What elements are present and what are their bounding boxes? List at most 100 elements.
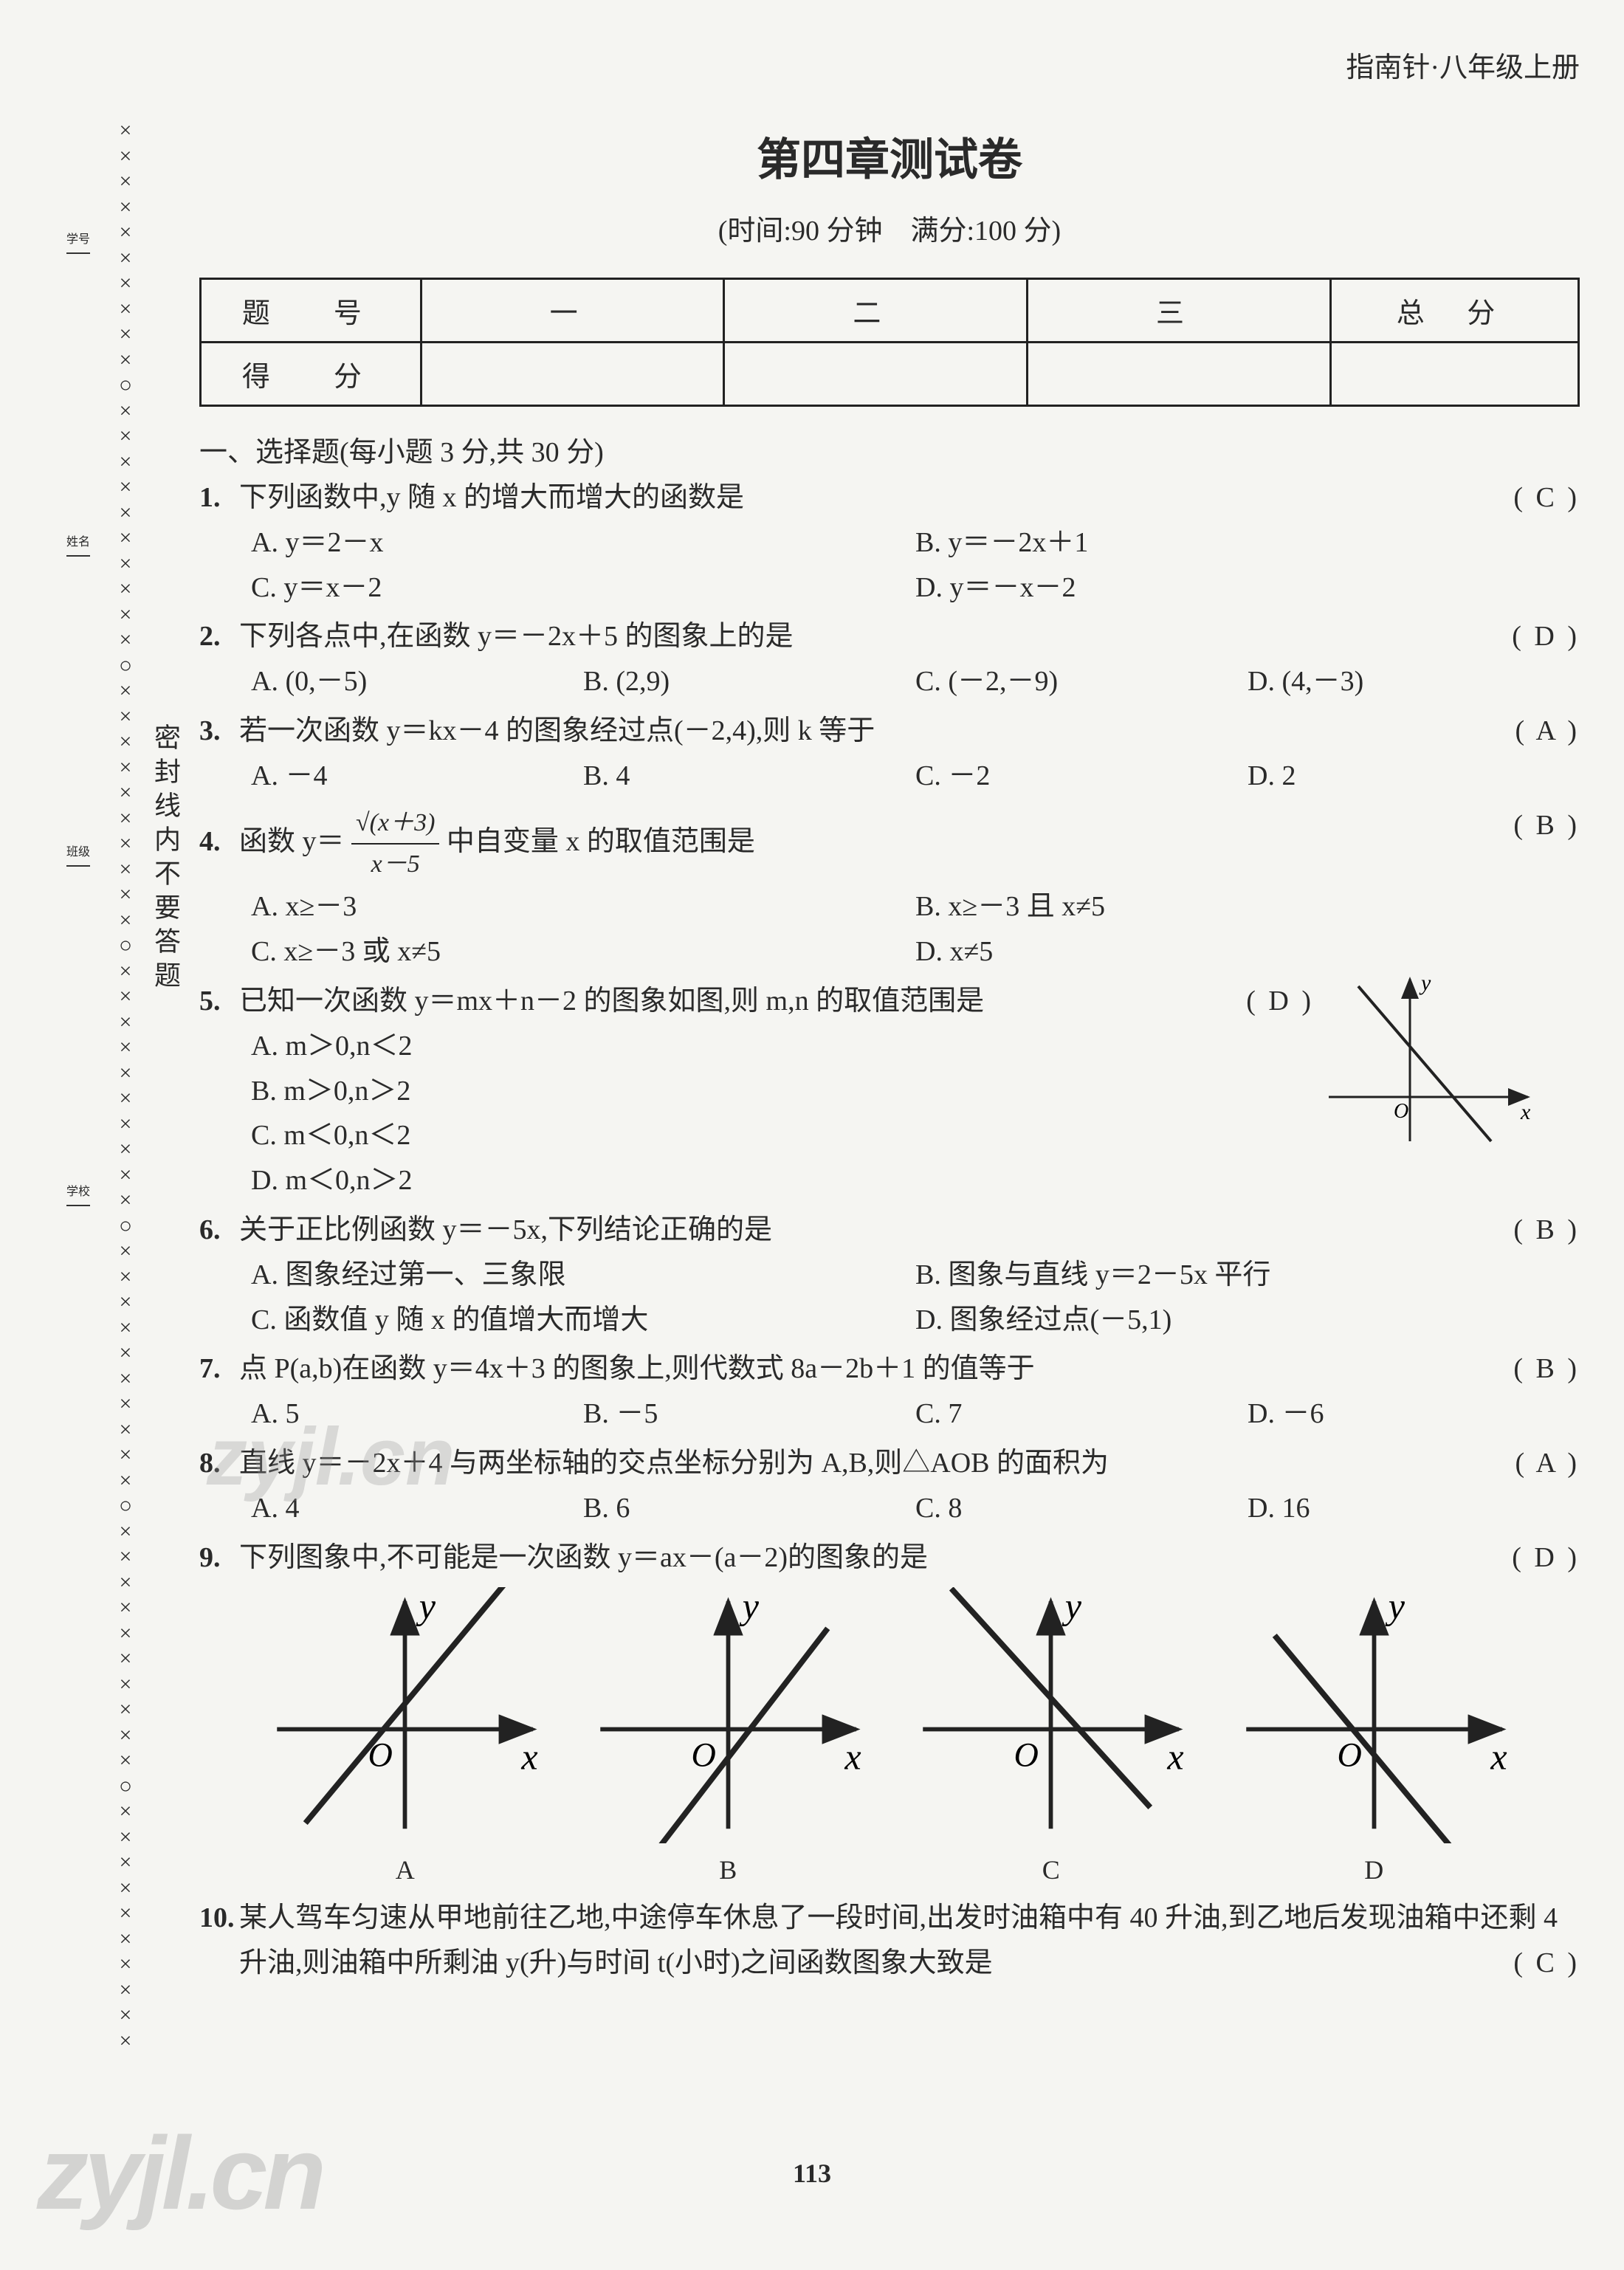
- option-a: A. m＞0,n＜2: [251, 1024, 1343, 1069]
- svg-text:O: O: [1014, 1736, 1039, 1774]
- y-label: y: [1419, 971, 1431, 995]
- option-b: B. y＝－2x＋1: [915, 520, 1580, 565]
- q-stem: 点 P(a,b)在函数 y＝4x＋3 的图象上,则代数式 8a－2b＋1 的值等…: [239, 1346, 1580, 1392]
- watermark-icon: zyjl.cn: [37, 2113, 322, 2233]
- option-b: B. x≥－3 且 x≠5: [915, 884, 1580, 929]
- svg-text:y: y: [739, 1587, 760, 1626]
- option-c: C. (－2,－9): [915, 659, 1248, 704]
- svg-text:y: y: [1385, 1587, 1405, 1626]
- book-header: 指南针·八年级上册: [1346, 44, 1580, 85]
- x-label: x: [1520, 1100, 1531, 1124]
- option-b: B. 图象与直线 y＝2－5x 平行: [915, 1253, 1580, 1298]
- q-number: 1.: [199, 475, 239, 520]
- q-stem: 函数 y＝ √(x＋3) x－5 中自变量 x 的取值范围是 ( B ): [239, 803, 1580, 885]
- answer-slot: ( B ): [1513, 1208, 1580, 1253]
- cut-line: ××××××××××○××××××××××○××××××××××○×××××××…: [111, 118, 140, 2108]
- q-number: 7.: [199, 1346, 239, 1392]
- td-score-label: 得 分: [201, 343, 422, 406]
- option-d: D. 2: [1248, 754, 1580, 799]
- svg-text:O: O: [368, 1736, 393, 1774]
- td-blank: [1330, 343, 1578, 406]
- question-2: 2. 下列各点中,在函数 y＝－2x＋5 的图象上的是 ( D ) A. (0,…: [199, 614, 1580, 704]
- question-10: 10. 某人驾车匀速从甲地前往乙地,中途停车休息了一段时间,出发时油箱中有 40…: [199, 1896, 1580, 1986]
- question-6: 6. 关于正比例函数 y＝－5x,下列结论正确的是 ( B ) A. 图象经过第…: [199, 1208, 1580, 1342]
- option-c: C. y＝x－2: [251, 565, 915, 611]
- answer-slot: ( B ): [1513, 803, 1580, 848]
- td-blank: [421, 343, 724, 406]
- answer-slot: ( A ): [1515, 709, 1580, 754]
- svg-text:y: y: [1062, 1587, 1082, 1626]
- q-stem: 关于正比例函数 y＝－5x,下列结论正确的是 ( B ): [239, 1208, 1580, 1253]
- option-d: D. (4,－3): [1248, 659, 1580, 704]
- q-number: 6.: [199, 1208, 239, 1253]
- q9-graph-b: x y O B: [586, 1587, 870, 1891]
- table-row: 得 分: [201, 343, 1579, 406]
- option-c: C. 8: [915, 1486, 1248, 1531]
- q-stem: 若一次函数 y＝kx－4 的图象经过点(－2,4),则 k 等于 ( A ): [239, 709, 1580, 754]
- option-c: C. 函数值 y 随 x 的值增大而增大: [251, 1298, 915, 1343]
- option-a: A. 图象经过第一、三象限: [251, 1253, 915, 1298]
- chapter-title: 第四章测试卷: [199, 124, 1580, 188]
- q-number: 10.: [199, 1896, 239, 1941]
- q-stem-pre: 函数 y＝: [239, 826, 345, 857]
- option-b: B. 6: [583, 1486, 915, 1531]
- question-1: 1. 下列函数中,y 随 x 的增大而增大的函数是 ( C ) A. y＝2－x…: [199, 475, 1580, 610]
- side-label-id: 学号: [66, 229, 90, 254]
- option-a: A. (0,－5): [251, 659, 583, 704]
- svg-text:y: y: [416, 1587, 436, 1626]
- option-c: C. x≥－3 或 x≠5: [251, 929, 915, 974]
- fraction: √(x＋3) x－5: [351, 803, 439, 885]
- q-stem: 某人驾车匀速从甲地前往乙地,中途停车休息了一段时间,出发时油箱中有 40 升油,…: [239, 1896, 1580, 1986]
- q-stem-text: 点 P(a,b)在函数 y＝4x＋3 的图象上,则代数式 8a－2b＋1 的值等…: [239, 1353, 1035, 1384]
- q-stem-text: 某人驾车匀速从甲地前往乙地,中途停车休息了一段时间,出发时油箱中有 40 升油,…: [239, 1902, 1558, 1978]
- th-one: 一: [421, 279, 724, 343]
- svg-text:x: x: [1167, 1736, 1184, 1778]
- exam-info: (时间:90 分钟 满分:100 分): [199, 207, 1580, 248]
- option-c: C. m＜0,n＜2: [251, 1113, 1343, 1158]
- answer-slot: ( D ): [1512, 614, 1580, 659]
- table-row: 题 号 一 二 三 总 分: [201, 279, 1579, 343]
- options: A. －4 B. 4 C. －2 D. 2: [251, 754, 1580, 799]
- q9-graph-d: x y O D: [1232, 1587, 1516, 1891]
- options: A. m＞0,n＜2 B. m＞0,n＞2 C. m＜0,n＜2 D. m＜0,…: [251, 1024, 1343, 1203]
- option-d: D. 图象经过点(－5,1): [915, 1298, 1580, 1343]
- frac-num: √(x＋3): [351, 803, 439, 845]
- svg-text:O: O: [691, 1736, 715, 1774]
- answer-slot: ( D ): [1512, 1535, 1580, 1581]
- page-number: 113: [793, 2158, 831, 2189]
- section-title: 一、选择题(每小题 3 分,共 30 分): [199, 429, 1580, 470]
- q-stem: 下列各点中,在函数 y＝－2x＋5 的图象上的是 ( D ): [239, 614, 1580, 659]
- option-b: B. 4: [583, 754, 915, 799]
- side-label-school: 学校: [66, 1181, 90, 1206]
- option-b: B. －5: [583, 1392, 915, 1437]
- q-number: 9.: [199, 1535, 239, 1581]
- option-d: D. －6: [1248, 1392, 1580, 1437]
- option-a: A. x≥－3: [251, 884, 915, 929]
- answer-slot: ( A ): [1515, 1441, 1580, 1486]
- q-stem-post: 中自变量 x 的取值范围是: [447, 826, 755, 857]
- answer-slot: ( C ): [1513, 1941, 1580, 1986]
- q-stem-text: 下列函数中,y 随 x 的增大而增大的函数是: [239, 482, 744, 513]
- content: 第四章测试卷 (时间:90 分钟 满分:100 分) 题 号 一 二 三 总 分…: [199, 111, 1580, 1990]
- option-d: D. m＜0,n＞2: [251, 1158, 1343, 1203]
- q-number: 3.: [199, 709, 239, 754]
- question-9: 9. 下列图象中,不可能是一次函数 y＝ax－(a－2)的图象的是 ( D ) …: [199, 1535, 1580, 1892]
- th-two: 二: [724, 279, 1028, 343]
- q-number: 2.: [199, 614, 239, 659]
- q9-graph-a: x y O A: [263, 1587, 547, 1891]
- options: A. y＝2－x B. y＝－2x＋1 C. y＝x－2 D. y＝－x－2: [251, 520, 1580, 611]
- side-label-class: 班级: [66, 842, 90, 867]
- option-b: B. m＞0,n＞2: [251, 1069, 1343, 1114]
- q-stem-text: 若一次函数 y＝kx－4 的图象经过点(－2,4),则 k 等于: [239, 715, 875, 746]
- page: 指南针·八年级上册 ××××××××××○××××××××××○××××××××…: [59, 30, 1594, 2240]
- option-b: B. (2,9): [583, 659, 915, 704]
- option-a: A. y＝2－x: [251, 520, 915, 565]
- options: A. x≥－3 B. x≥－3 且 x≠5 C. x≥－3 或 x≠5 D. x…: [251, 884, 1580, 974]
- td-blank: [724, 343, 1028, 406]
- side-label-name: 姓名: [66, 532, 90, 557]
- answer-slot: ( D ): [1246, 979, 1314, 1024]
- question-5: 5. 已知一次函数 y＝mx＋n－2 的图象如图,则 m,n 的取值范围是 ( …: [199, 979, 1580, 1203]
- option-c: C. －2: [915, 754, 1248, 799]
- q-stem-text: 下列图象中,不可能是一次函数 y＝ax－(a－2)的图象的是: [239, 1542, 928, 1573]
- q-stem-text: 已知一次函数 y＝mx＋n－2 的图象如图,则 m,n 的取值范围是: [239, 986, 984, 1017]
